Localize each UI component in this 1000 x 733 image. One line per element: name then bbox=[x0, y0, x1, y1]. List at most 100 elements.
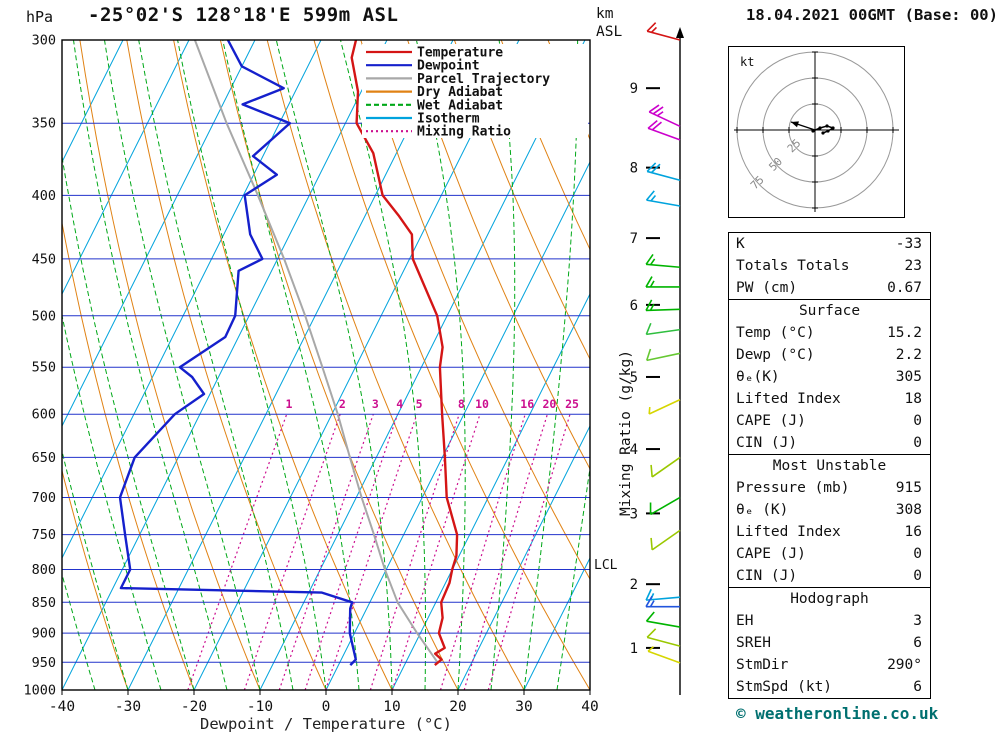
table-row-label: θₑ (K) bbox=[736, 502, 789, 518]
table-row-value: 15.2 bbox=[887, 325, 922, 341]
table-section-header: Surface bbox=[798, 303, 861, 319]
temperature-tick-label: -20 bbox=[181, 699, 207, 715]
wind-barb bbox=[645, 595, 680, 608]
table-row-value: 0 bbox=[913, 413, 922, 429]
svg-text:5: 5 bbox=[416, 397, 423, 411]
table-row-value: 18 bbox=[904, 391, 922, 407]
table-group: K -33 Totals Totals 23 PW (cm) 0.67 bbox=[729, 233, 930, 299]
station-title: -25°02'S 128°18'E 599m ASL bbox=[88, 4, 399, 26]
pressure-tick-label: 400 bbox=[32, 188, 56, 204]
table-row-value: -33 bbox=[895, 236, 922, 252]
pressure-tick-label: 1000 bbox=[23, 683, 56, 699]
legend-label: Isotherm bbox=[417, 112, 480, 127]
table-row-label: Lifted Index bbox=[736, 524, 841, 540]
legend-label: Dry Adiabat bbox=[417, 85, 503, 100]
table-row: Lifted Index 16 bbox=[729, 521, 930, 543]
dewpoint-curve bbox=[118, 40, 357, 666]
table-row: Pressure (mb) 915 bbox=[729, 477, 930, 499]
table-group: Surface Temp (°C) 15.2 Dewp (°C) 2.2 θₑ(K) 305… bbox=[729, 299, 930, 454]
table-group: Most Unstable Pressure (mb) 915 θₑ (K) 308 Li… bbox=[729, 454, 930, 587]
legend-label: Parcel Trajectory bbox=[417, 72, 550, 87]
pressure-tick-label: 700 bbox=[32, 490, 56, 506]
table-row: StmDir 290° bbox=[729, 654, 930, 676]
table-row: θₑ(K) 305 bbox=[729, 366, 930, 388]
pressure-axis-labels: 300 350 400 450 500 550 600 650 700 750 800 850 900 9… bbox=[23, 33, 56, 699]
wind-barb bbox=[645, 253, 681, 269]
table-row-label: Dewp (°C) bbox=[736, 347, 815, 363]
svg-text:2: 2 bbox=[339, 397, 346, 411]
pressure-tick-label: 800 bbox=[32, 562, 56, 578]
wind-barb bbox=[646, 628, 681, 647]
dry-adiabat-lines bbox=[62, 40, 590, 690]
svg-text:1: 1 bbox=[286, 397, 293, 411]
table-row: StmSpd (kt) 6 bbox=[729, 676, 930, 698]
table-row-label: CIN (J) bbox=[736, 568, 798, 584]
table-row: CIN (J) 0 bbox=[729, 432, 930, 454]
table-row: Totals Totals 23 bbox=[729, 255, 930, 277]
table-row-value: 290° bbox=[887, 657, 922, 673]
temperature-tick-label: -10 bbox=[247, 699, 273, 715]
pressure-tick-label: 750 bbox=[32, 527, 56, 543]
table-row: θₑ (K) 308 bbox=[729, 499, 930, 521]
km-tick-label: 7 bbox=[630, 231, 638, 247]
table-row: PW (cm) 0.67 bbox=[729, 277, 930, 299]
wind-barb bbox=[646, 162, 681, 182]
km-tick-label: 1 bbox=[630, 641, 638, 657]
table-section-header: Most Unstable bbox=[772, 458, 887, 474]
table-row: CAPE (J) 0 bbox=[729, 410, 930, 432]
km-tick-label: 2 bbox=[630, 577, 638, 593]
table-row: K -33 bbox=[729, 233, 930, 255]
table-row-label: Lifted Index bbox=[736, 391, 841, 407]
table-row-value: 308 bbox=[895, 502, 922, 518]
wind-barb bbox=[645, 348, 681, 362]
table-row-label: Totals Totals bbox=[736, 258, 850, 274]
wind-barb bbox=[650, 529, 681, 551]
table-row-value: 6 bbox=[913, 679, 922, 695]
wind-barb bbox=[647, 119, 681, 141]
pressure-tick-label: 900 bbox=[32, 626, 56, 642]
table-row-value: 16 bbox=[904, 524, 922, 540]
table-row-label: EH bbox=[736, 613, 754, 629]
table-row-value: 0 bbox=[913, 568, 922, 584]
km-axis: km ASL 1 2 3 4 5 6 7 8 9 LCL Mixing Ratio (g/kg) bbox=[594, 6, 684, 695]
pressure-tick-label: 650 bbox=[32, 450, 56, 466]
table-row-label: PW (cm) bbox=[736, 280, 798, 296]
temperature-tick-label: 20 bbox=[449, 699, 466, 715]
km-tick-label: 8 bbox=[630, 161, 638, 177]
temperature-tick-label: -40 bbox=[49, 699, 75, 715]
isotherm-lines bbox=[62, 40, 590, 690]
wind-barb bbox=[648, 398, 681, 415]
km-axis-unit: km bbox=[596, 6, 614, 22]
km-tick-label: 9 bbox=[630, 81, 638, 97]
datetime-title: 18.04.2021 00GMT (Base: 00) bbox=[746, 6, 998, 24]
mixing-ratio-axis-label: Mixing Ratio (g/kg) bbox=[618, 350, 634, 516]
pressure-tick-label: 850 bbox=[32, 595, 56, 611]
footer-credit: © weatheronline.co.uk bbox=[736, 704, 939, 723]
table-row-label: CAPE (J) bbox=[736, 546, 806, 562]
table-row-value: 3 bbox=[913, 613, 922, 629]
staff-arrow bbox=[676, 27, 684, 38]
svg-text:8: 8 bbox=[458, 397, 465, 411]
table-row-value: 305 bbox=[895, 369, 922, 385]
pressure-unit-label: hPa bbox=[26, 8, 54, 26]
wind-barb bbox=[645, 611, 681, 628]
svg-text:3: 3 bbox=[372, 397, 379, 411]
skewt-chart: 1 2 3 4 5 8 10 16 20 2530035040045050055060065070… bbox=[23, 6, 684, 733]
pressure-tick-label: 550 bbox=[32, 360, 56, 376]
km-tick-label: 5 bbox=[630, 370, 638, 386]
wind-barb bbox=[645, 276, 680, 288]
legend-label: Wet Adiabat bbox=[417, 98, 503, 113]
table-row-value: 0 bbox=[913, 546, 922, 562]
table-row-label: K bbox=[736, 236, 745, 252]
wet-adiabat-lines bbox=[62, 40, 590, 690]
svg-text:4: 4 bbox=[396, 397, 403, 411]
parcel-trajectory-curve bbox=[193, 40, 439, 663]
lcl-label: LCL bbox=[594, 558, 618, 573]
table-row-label: CAPE (J) bbox=[736, 413, 806, 429]
legend-label: Dewpoint bbox=[417, 59, 480, 74]
wind-barb bbox=[646, 22, 681, 41]
legend-label: Mixing Ratio bbox=[417, 125, 511, 140]
pressure-tick-label: 350 bbox=[32, 116, 56, 132]
